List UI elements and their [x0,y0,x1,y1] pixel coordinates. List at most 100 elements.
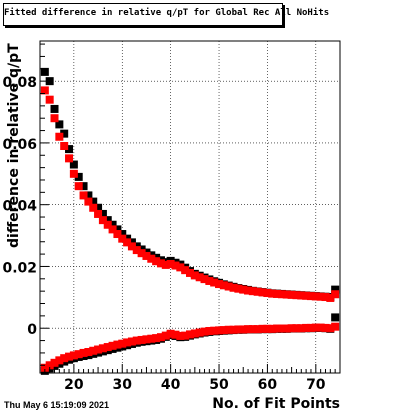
data-point-red [123,338,132,347]
data-point-red [215,280,224,289]
data-point-red [292,324,301,333]
data-point-black [65,145,74,154]
data-point-black [79,182,88,191]
data-point-red [94,345,103,354]
data-point-red [224,325,233,334]
data-point-red [65,154,74,163]
data-point-black [89,197,98,206]
data-point-red [156,333,165,342]
x-tick-label: 40 [161,377,181,393]
data-point-black [103,216,112,225]
data-point-red [137,335,146,344]
data-point-red [186,268,194,277]
data-point-red [171,261,180,270]
data-point-red [84,347,93,356]
data-point-red [132,336,141,345]
data-point-red [181,266,190,275]
data-point-red [321,323,330,332]
data-point-red [161,260,170,269]
data-point-red [108,225,117,234]
data-point-red [69,351,78,360]
data-point-red [176,331,185,340]
data-point-red [321,293,330,302]
data-point-red [244,325,253,334]
data-point-red [326,324,335,333]
data-point-red [190,329,199,338]
data-point-red [74,182,83,191]
data-point-red [239,325,248,334]
data-point-black [60,129,69,138]
data-point-red [40,86,49,95]
data-point-red [210,278,219,287]
data-point-red [147,254,156,263]
data-point-red [171,330,180,339]
data-point-red [282,324,291,333]
data-point-red [292,291,301,300]
data-point-red [94,209,103,218]
data-point-red [65,352,74,361]
data-point-red [331,290,340,299]
x-tick-label: 20 [64,377,84,393]
data-point-red [253,325,262,334]
data-point-black [113,225,122,234]
data-point-red [132,246,141,255]
data-point-red [84,197,93,206]
data-point-red [205,326,214,335]
data-point-red [287,324,296,333]
timestamp: Thu May 6 15:19:09 2021 [4,400,110,410]
data-point-red [258,324,267,333]
data-point-red [123,238,132,247]
data-point-red [277,290,286,299]
data-point-red [258,288,267,297]
data-points [40,67,340,375]
data-point-red [98,216,107,225]
data-point-red [89,203,98,212]
data-point-red [234,284,243,293]
data-point-red [152,257,161,266]
data-point-red [239,285,248,294]
data-point-red [176,263,185,272]
data-point-black [55,120,64,129]
data-point-red [219,326,228,335]
data-point-red [152,334,161,343]
data-point-red [156,259,165,268]
data-point-black [69,160,78,169]
x-tick-label: 70 [306,377,326,393]
data-point-red [45,95,54,104]
data-point-red [210,326,219,335]
data-point-red [229,325,238,334]
data-point-red [79,348,88,357]
data-point-black [331,285,340,294]
data-point-red [316,323,325,332]
data-point-black [84,191,93,200]
data-point-red [302,291,311,300]
data-point-red [205,276,214,285]
data-point-red [55,356,64,365]
data-point-red [306,323,315,332]
data-point-red [103,220,112,229]
data-point-red [316,292,325,301]
y-tick-label: 0 [27,322,37,338]
data-point-black [50,104,59,113]
y-axis-label: difference in relative q/pT [6,43,22,248]
data-point-red [287,290,296,299]
data-point-red [127,337,136,346]
grid-lines [40,41,340,373]
data-point-red [311,323,320,332]
data-point-red [98,344,107,353]
data-point-black [127,238,136,247]
y-tick-label: 0.02 [2,260,37,276]
data-point-red [60,142,69,151]
data-point-red [113,230,122,239]
data-point-red [79,191,88,200]
data-point-red [55,132,64,141]
data-point-black [45,77,54,86]
tick-labels: 20 30 40 50 60 70 0 0.02 0.04 0.06 0.08 [2,75,325,393]
data-point-red [190,271,199,280]
data-point-red [50,358,59,367]
x-axis-label: No. of Fit Points [212,396,340,412]
data-point-red [229,283,238,292]
data-point-red [215,326,224,335]
data-point-red [186,330,194,339]
